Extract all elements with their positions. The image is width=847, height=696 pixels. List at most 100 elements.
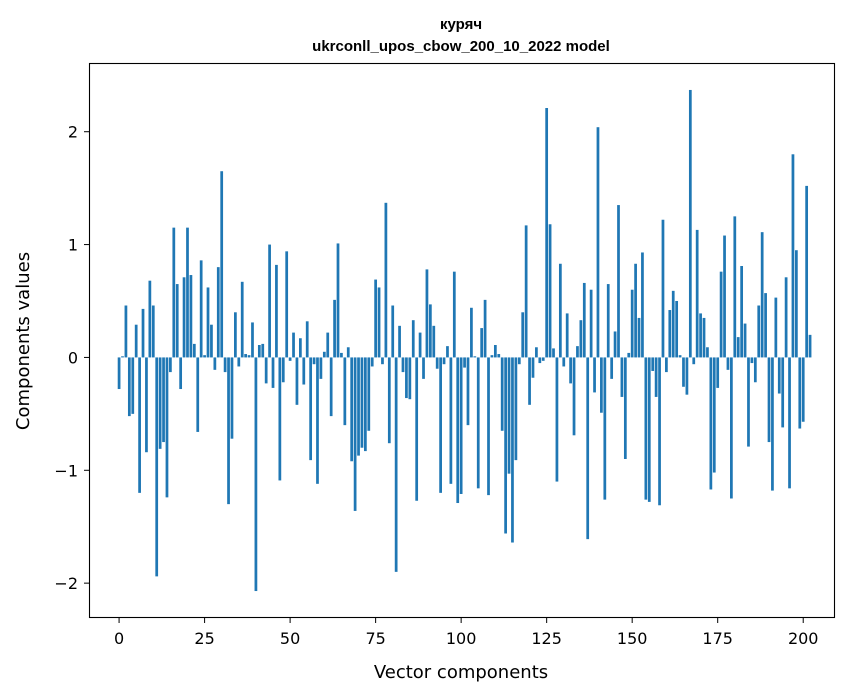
bar	[801, 357, 805, 422]
bar	[589, 289, 593, 358]
bar	[312, 357, 316, 365]
y-axis-ticks: −2 −1 0 1 2	[54, 123, 90, 593]
bar	[620, 357, 624, 397]
bar	[507, 357, 511, 474]
bar	[206, 287, 210, 358]
bar	[685, 357, 689, 395]
bar	[244, 354, 248, 358]
bar	[377, 287, 381, 358]
bar	[353, 357, 357, 511]
bar	[357, 357, 360, 456]
bar	[630, 289, 634, 358]
bar	[730, 357, 733, 499]
bar	[220, 171, 224, 358]
x-tick-label: 150	[617, 629, 648, 648]
bar	[370, 357, 374, 367]
bar	[661, 219, 665, 358]
bar	[483, 299, 487, 358]
bar	[240, 281, 244, 358]
bar	[463, 357, 466, 368]
bar	[699, 313, 702, 358]
bar	[138, 357, 141, 493]
bar	[500, 357, 504, 431]
bar	[268, 244, 271, 358]
bar	[545, 108, 549, 358]
bar	[678, 355, 682, 358]
plot-frame	[88, 62, 836, 619]
bar	[319, 357, 323, 379]
bar	[565, 313, 569, 358]
bar	[493, 345, 497, 358]
bar	[767, 357, 771, 443]
bar	[692, 357, 696, 365]
bar	[391, 305, 395, 358]
bar	[740, 266, 744, 358]
bar	[264, 357, 268, 384]
bar	[169, 357, 172, 373]
bar	[261, 343, 265, 358]
bar	[295, 357, 299, 405]
bar	[172, 227, 176, 358]
bar	[654, 357, 658, 397]
bar	[175, 284, 179, 358]
bar	[582, 282, 586, 358]
bar	[606, 284, 610, 358]
bar	[716, 357, 720, 388]
bar	[579, 320, 583, 358]
bar	[302, 357, 306, 385]
bar	[223, 357, 227, 373]
y-tick-label: 0	[68, 348, 78, 367]
bar	[367, 357, 371, 431]
bar	[257, 345, 261, 358]
bar	[671, 290, 675, 358]
y-tick-label: −2	[54, 574, 78, 593]
x-axis-ticks: 0 25 50 75 100 125 150 175 200	[114, 617, 818, 648]
bar	[747, 357, 750, 447]
bar	[227, 357, 230, 505]
bar	[644, 357, 648, 500]
bar	[586, 357, 590, 540]
bar	[326, 332, 330, 358]
bar	[531, 357, 535, 378]
bar	[316, 357, 319, 484]
bar	[760, 232, 764, 358]
bar	[788, 357, 791, 489]
bar	[757, 305, 761, 358]
bar	[600, 357, 603, 413]
bar	[668, 310, 672, 358]
bar	[675, 301, 679, 358]
bar	[278, 357, 282, 481]
bar	[480, 328, 484, 358]
bar	[432, 325, 436, 358]
bar	[709, 357, 713, 490]
bar	[791, 154, 795, 358]
bar	[490, 355, 494, 358]
bar	[247, 355, 251, 358]
bar	[292, 332, 295, 358]
bar	[764, 293, 767, 358]
bar	[364, 357, 367, 452]
bar	[288, 357, 292, 361]
y-tick-label: −1	[54, 461, 78, 480]
bar	[569, 357, 572, 384]
bar	[743, 323, 747, 358]
x-tick-label: 100	[446, 629, 477, 648]
bar	[723, 235, 726, 358]
bar	[476, 357, 480, 489]
bar	[158, 357, 162, 449]
bar	[517, 357, 521, 365]
bar	[733, 216, 737, 358]
bar	[798, 357, 802, 429]
bar	[305, 321, 309, 358]
bar	[555, 357, 559, 482]
x-tick-label: 25	[194, 629, 214, 648]
bar	[234, 312, 237, 358]
bar	[658, 357, 661, 506]
bar	[688, 89, 692, 358]
chart-subtitle: ukrconll_upos_cbow_200_10_2022 model	[312, 38, 610, 55]
bar	[336, 243, 340, 358]
bar	[617, 205, 620, 358]
bar	[408, 357, 412, 400]
bar	[199, 260, 203, 358]
